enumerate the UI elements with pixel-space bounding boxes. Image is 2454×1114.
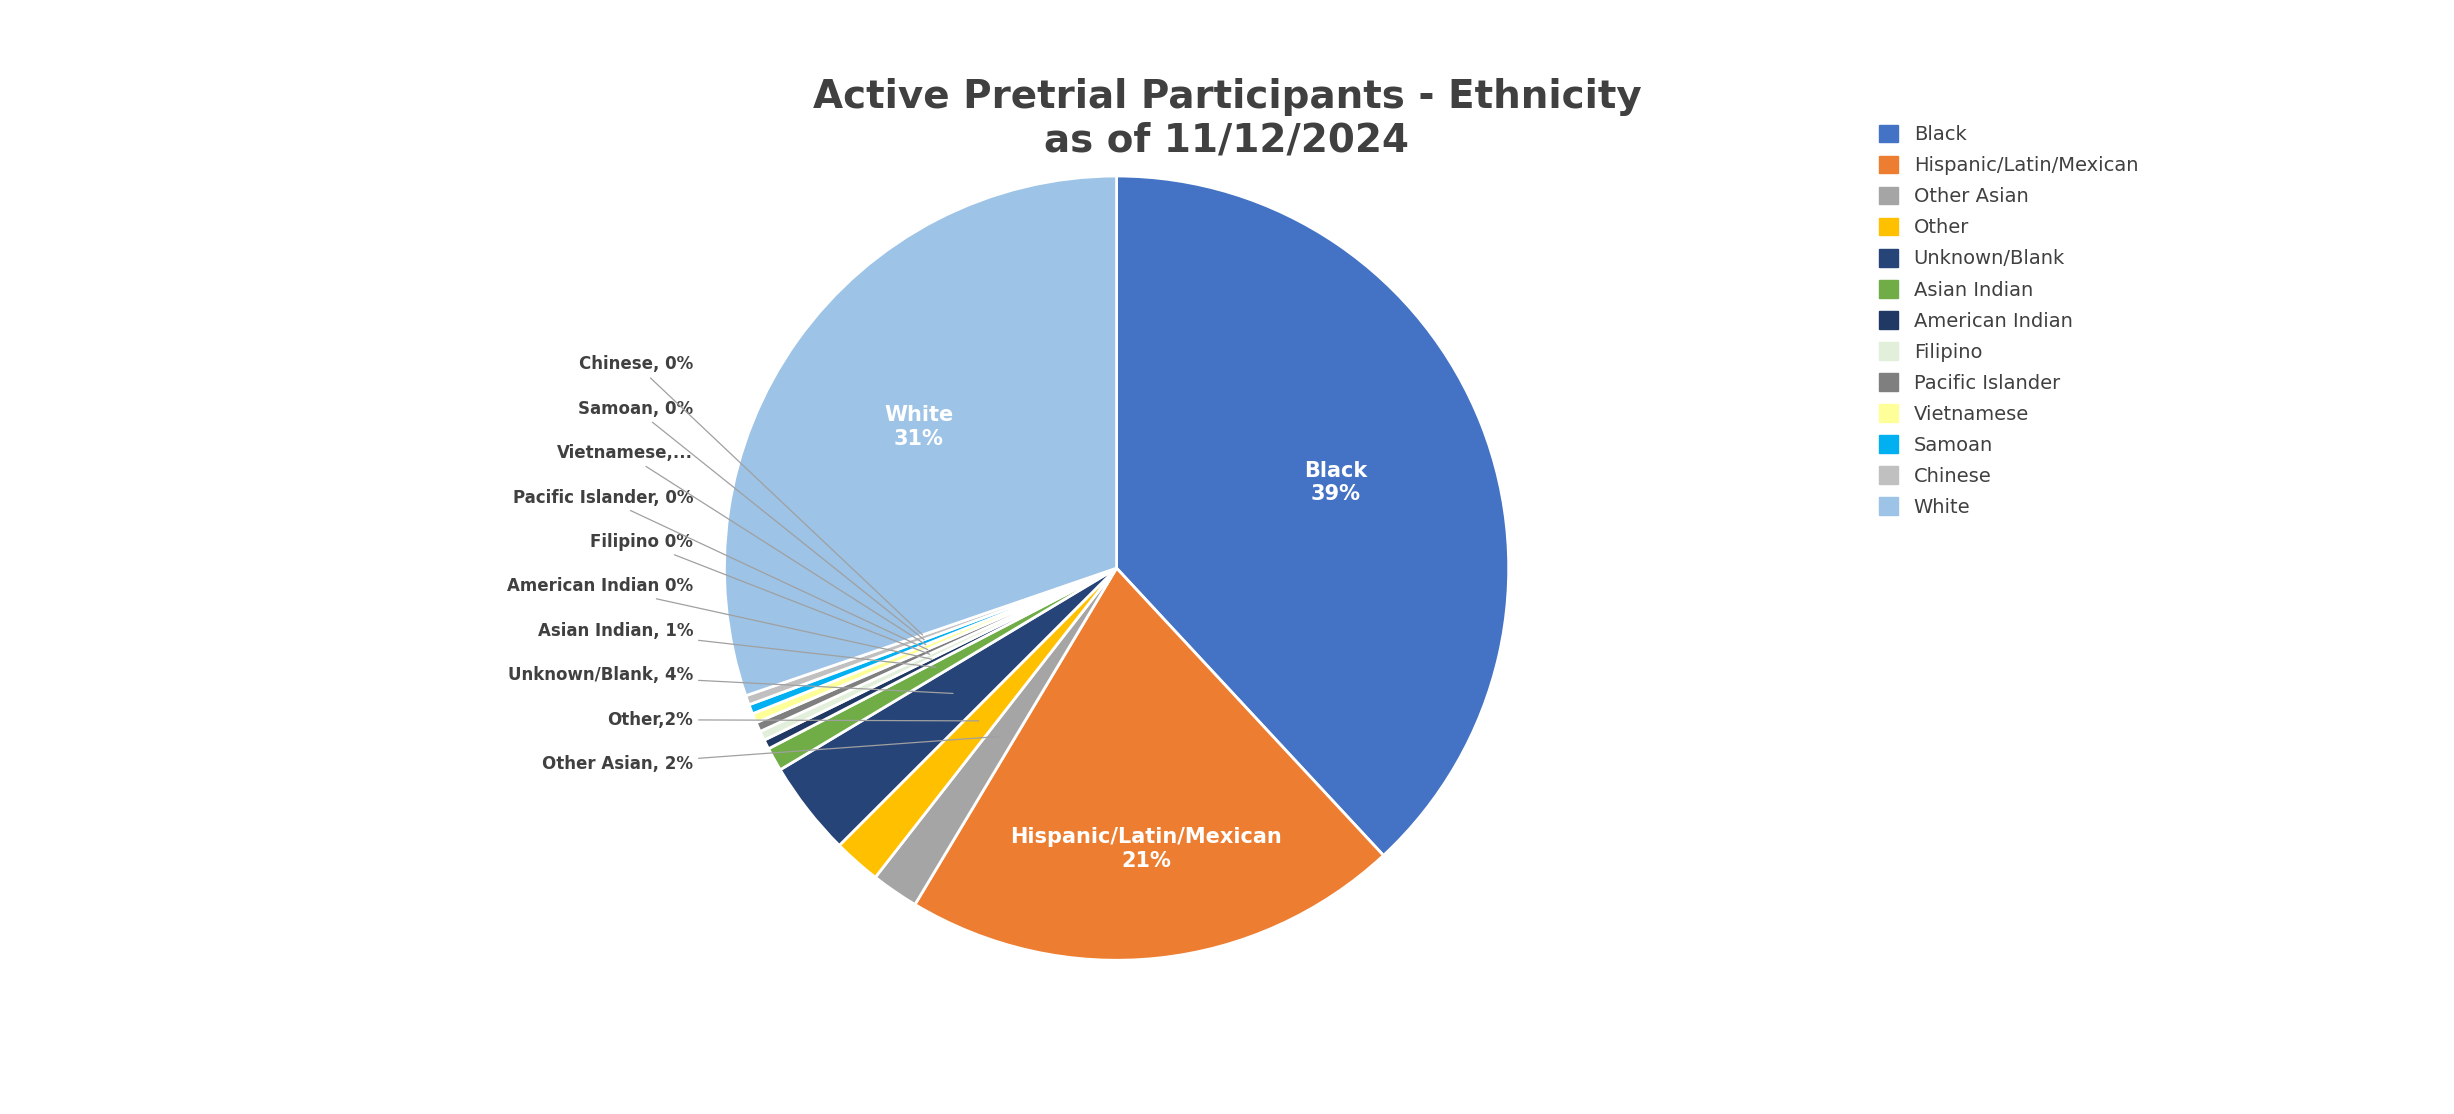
Wedge shape bbox=[763, 568, 1117, 749]
Text: American Indian 0%: American Indian 0% bbox=[508, 577, 933, 659]
Wedge shape bbox=[724, 176, 1117, 696]
Text: Chinese, 0%: Chinese, 0% bbox=[579, 355, 923, 635]
Text: Hispanic/Latin/Mexican
21%: Hispanic/Latin/Mexican 21% bbox=[1011, 828, 1281, 870]
Text: White
31%: White 31% bbox=[883, 405, 952, 449]
Wedge shape bbox=[768, 568, 1117, 770]
Text: Filipino 0%: Filipino 0% bbox=[591, 532, 930, 654]
Text: Active Pretrial Participants - Ethnicity
as of 11/12/2024: Active Pretrial Participants - Ethnicity… bbox=[812, 78, 1642, 160]
Text: Asian Indian, 1%: Asian Indian, 1% bbox=[537, 622, 935, 667]
Text: Other Asian, 2%: Other Asian, 2% bbox=[542, 736, 999, 773]
Wedge shape bbox=[753, 568, 1117, 723]
Wedge shape bbox=[915, 568, 1384, 960]
Text: Unknown/Blank, 4%: Unknown/Blank, 4% bbox=[508, 666, 952, 693]
Wedge shape bbox=[839, 568, 1117, 877]
Text: Samoan, 0%: Samoan, 0% bbox=[579, 400, 925, 639]
Wedge shape bbox=[780, 568, 1117, 846]
Legend: Black, Hispanic/Latin/Mexican, Other Asian, Other, Unknown/Blank, Asian Indian, : Black, Hispanic/Latin/Mexican, Other Asi… bbox=[1875, 121, 2142, 520]
Wedge shape bbox=[1117, 176, 1509, 856]
Wedge shape bbox=[746, 568, 1117, 705]
Text: Black
39%: Black 39% bbox=[1303, 460, 1367, 504]
Wedge shape bbox=[761, 568, 1117, 740]
Text: Other,2%: Other,2% bbox=[606, 711, 979, 729]
Wedge shape bbox=[756, 568, 1117, 732]
Wedge shape bbox=[748, 568, 1117, 714]
Text: Pacific Islander, 0%: Pacific Islander, 0% bbox=[513, 489, 928, 649]
Text: Vietnamese,...: Vietnamese,... bbox=[557, 444, 925, 645]
Wedge shape bbox=[876, 568, 1117, 905]
